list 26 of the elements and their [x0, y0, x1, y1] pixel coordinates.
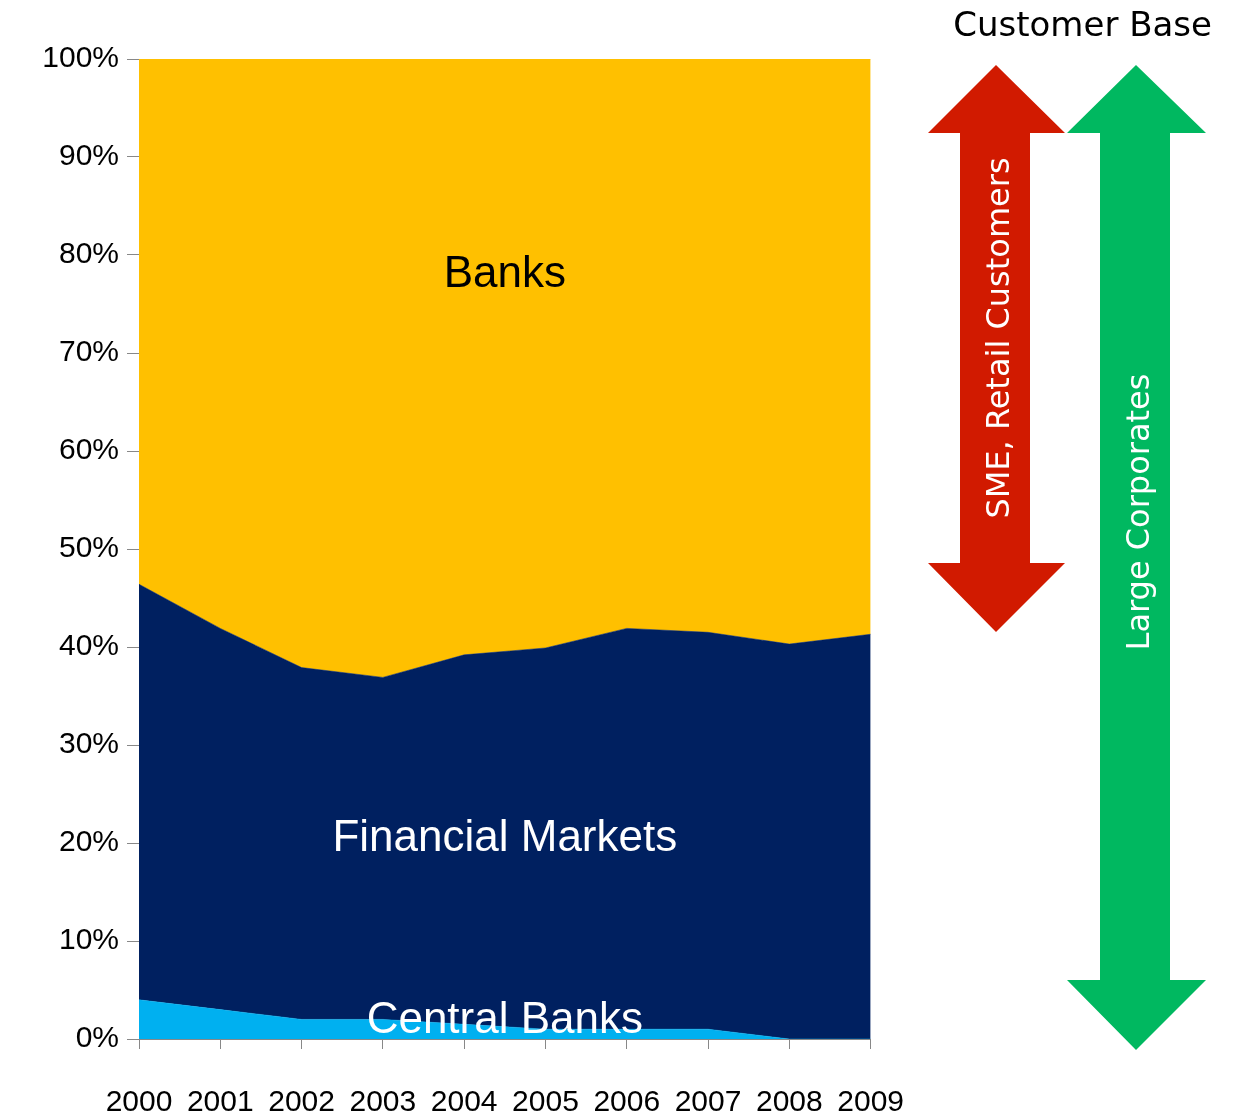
x-tick-label: 2003: [349, 1084, 417, 1116]
x-tick-label: 2007: [674, 1084, 742, 1116]
x-tick-label: 2004: [430, 1084, 498, 1116]
y-tick-label: 90%: [58, 138, 119, 172]
text: Customer Base: [953, 4, 1212, 44]
x-tick-label: 2000: [105, 1084, 173, 1116]
y-tick-label: 60%: [58, 432, 119, 466]
y-tick-label: 30%: [58, 726, 119, 760]
text: Large Corporates: [1119, 373, 1157, 651]
series-label: Banks: [443, 247, 566, 297]
y-tick-label: 10%: [58, 922, 119, 956]
x-tick-label: 2001: [186, 1084, 254, 1116]
y-tick-label: 0%: [75, 1020, 119, 1054]
series-label: Financial Markets: [332, 811, 678, 861]
y-tick-label: 70%: [58, 334, 119, 368]
y-tick-label: 100%: [42, 40, 119, 74]
x-tick-label: 2009: [837, 1084, 905, 1116]
x-tick-label: 2006: [593, 1084, 661, 1116]
y-tick-label: 40%: [58, 628, 119, 662]
x-tick-label: 2008: [755, 1084, 823, 1116]
y-tick-label: 50%: [58, 530, 119, 564]
text: SME, Retail Customers: [979, 157, 1017, 519]
y-tick-label: 20%: [58, 824, 119, 858]
x-tick-label: 2002: [268, 1084, 335, 1116]
y-tick-label: 80%: [58, 236, 119, 270]
x-tick-label: 2005: [512, 1084, 579, 1116]
